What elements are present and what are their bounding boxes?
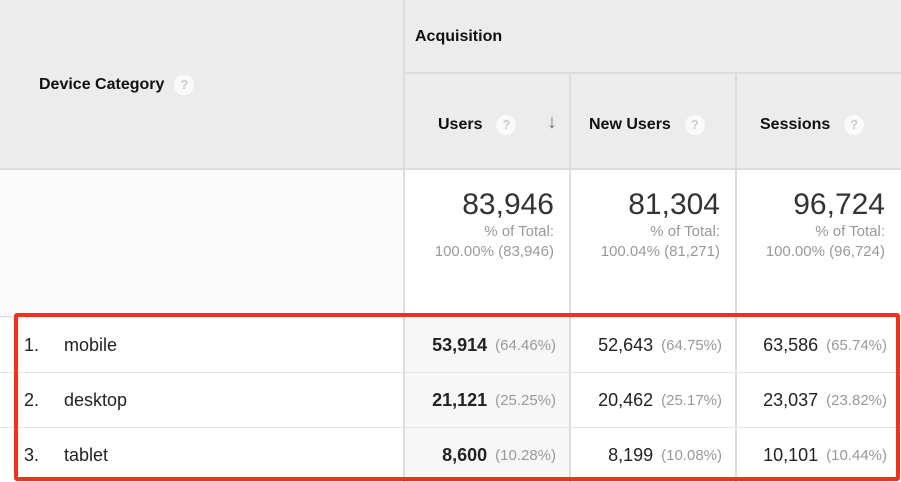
metric-cell: 23,037 (23.82%): [736, 373, 901, 427]
row-index: 2.: [24, 389, 40, 410]
device-link[interactable]: mobile: [64, 334, 118, 355]
new-users-header-label: New Users: [589, 116, 671, 133]
header-sessions-cell[interactable]: [736, 73, 901, 168]
dimension-header[interactable]: Device Category ?: [39, 75, 195, 95]
users-header[interactable]: Users ?: [438, 115, 517, 135]
header-new-users-cell[interactable]: [570, 73, 736, 168]
metric-cell: 63,586 (65.74%): [736, 318, 901, 372]
row-index: 1.: [24, 334, 40, 355]
help-icon[interactable]: ?: [844, 115, 865, 135]
total-users: 83,946 % of Total: 100.00% (83,946): [404, 170, 570, 262]
total-value: 96,724: [793, 188, 885, 221]
total-caption: % of Total:: [650, 223, 720, 240]
total-value: 83,946: [462, 188, 554, 221]
new-users-header[interactable]: New Users ?: [589, 115, 705, 135]
metric-cell: 52,643 (64.75%): [570, 318, 736, 372]
users-header-label: Users: [438, 116, 483, 133]
help-icon[interactable]: ?: [174, 75, 195, 95]
metric-cell: 8,199 (10.08%): [570, 428, 736, 482]
metric-percent: (10.44%): [826, 446, 887, 464]
metric-percent: (64.75%): [661, 336, 722, 354]
total-caption: % of Total:: [815, 223, 885, 240]
metric-cell: 53,914 (64.46%): [404, 318, 570, 372]
metric-cell: 21,121 (25.25%): [404, 373, 570, 427]
device-link[interactable]: desktop: [64, 389, 128, 410]
highlight-box: [14, 313, 900, 481]
help-icon[interactable]: ?: [684, 115, 705, 135]
sessions-header[interactable]: Sessions ?: [760, 115, 865, 135]
metric-cell: 10,101 (10.44%): [736, 428, 901, 482]
metric-value: 10,101: [763, 444, 819, 465]
metric-value: 20,462: [598, 389, 654, 410]
metric-percent: (23.82%): [826, 391, 887, 409]
device-link[interactable]: tablet: [64, 444, 109, 465]
metric-value: 8,600: [442, 444, 488, 465]
total-caption: % of Total:: [484, 223, 554, 240]
metric-percent: (65.74%): [826, 336, 887, 354]
metric-value: 53,914: [432, 334, 488, 355]
total-sessions: 96,724 % of Total: 100.00% (96,724): [736, 170, 901, 262]
header-users-cell[interactable]: [404, 73, 570, 168]
sort-descending-arrow-icon[interactable]: ↓: [547, 111, 557, 133]
users-column-shade: [404, 318, 570, 482]
total-percent: 100.00% (96,724): [765, 243, 885, 260]
total-percent: 100.00% (83,946): [434, 243, 554, 260]
metric-value: 63,586: [763, 334, 819, 355]
metric-value: 52,643: [598, 334, 654, 355]
metric-percent: (25.17%): [661, 391, 722, 409]
header-group-cell: [404, 0, 901, 73]
metric-percent: (64.46%): [495, 336, 556, 354]
dimension-header-label: Device Category: [39, 76, 165, 93]
sessions-header-label: Sessions: [760, 116, 831, 133]
row-index: 3.: [24, 444, 40, 465]
total-value: 81,304: [628, 188, 720, 221]
metric-percent: (10.28%): [495, 446, 556, 464]
total-new-users: 81,304 % of Total: 100.04% (81,271): [570, 170, 736, 262]
metric-percent: (10.08%): [661, 446, 722, 464]
metric-value: 21,121: [432, 389, 488, 410]
group-header: Acquisition: [415, 28, 503, 45]
help-icon[interactable]: ?: [496, 115, 517, 135]
metric-cell: 8,600 (10.28%): [404, 428, 570, 482]
metric-percent: (25.25%): [495, 391, 556, 409]
metric-value: 23,037: [763, 389, 819, 410]
metric-cell: 20,462 (25.17%): [570, 373, 736, 427]
total-percent: 100.04% (81,271): [600, 243, 720, 260]
totals-label-cell: [0, 170, 404, 318]
metric-value: 8,199: [608, 444, 654, 465]
header-dimension-cell: [0, 0, 404, 168]
